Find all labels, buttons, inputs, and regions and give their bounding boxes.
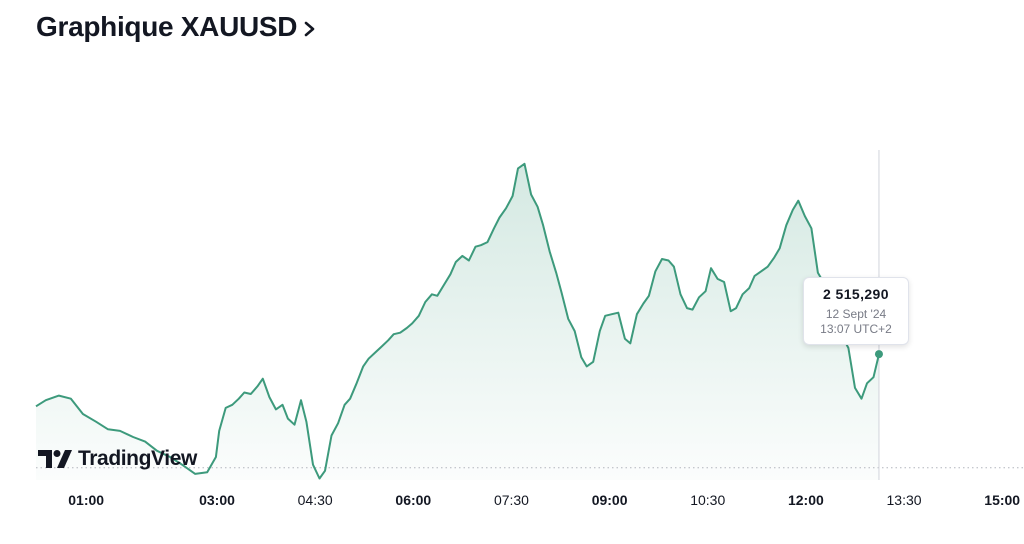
x-tick-label: 15:00 bbox=[984, 492, 1020, 508]
page-title: Graphique XAUUSD bbox=[36, 11, 298, 42]
price-tooltip: 2 515,290 12 Sept '24 13:07 UTC+2 bbox=[803, 277, 909, 345]
x-tick-label: 03:00 bbox=[199, 492, 235, 508]
x-tick-label: 01:00 bbox=[68, 492, 104, 508]
tooltip-date: 12 Sept '24 bbox=[825, 307, 887, 321]
tradingview-logo-text: TradingView bbox=[78, 447, 197, 470]
chevron-right-icon bbox=[304, 21, 315, 37]
x-axis: 01:00 03:00 04:30 06:00 07:30 09:00 10:30 12:00… bbox=[68, 492, 1020, 508]
x-tick-label: 07:30 bbox=[494, 492, 529, 508]
x-tick-label: 04:30 bbox=[298, 492, 333, 508]
price-area-fill bbox=[36, 163, 879, 481]
tooltip-time: 13:07 UTC+2 bbox=[820, 322, 892, 336]
tradingview-logo-icon bbox=[38, 450, 72, 468]
tradingview-logo[interactable]: TradingView bbox=[38, 447, 197, 471]
price-line bbox=[35, 162, 880, 480]
current-price-point bbox=[874, 350, 883, 359]
x-tick-label: 10:30 bbox=[690, 492, 725, 508]
x-tick-label: 13:30 bbox=[887, 492, 922, 508]
x-tick-label: 09:00 bbox=[592, 492, 628, 508]
x-tick-label: 06:00 bbox=[395, 492, 431, 508]
x-tick-label: 12:00 bbox=[788, 492, 824, 508]
chart-title-link[interactable]: Graphique XAUUSD bbox=[36, 11, 317, 43]
tooltip-price: 2 515,290 bbox=[823, 286, 889, 302]
